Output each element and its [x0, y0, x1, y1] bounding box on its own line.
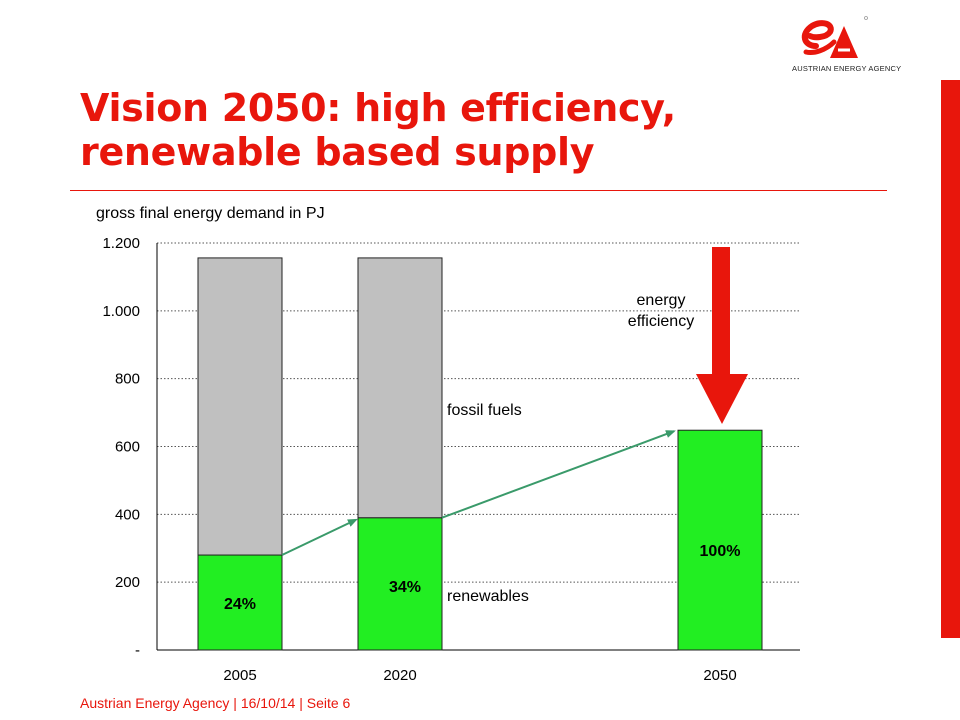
x-tick-label: 2005: [223, 667, 256, 684]
bar-renewables-2050: [677, 429, 763, 651]
title-line-1: Vision 2050: high efficiency,: [80, 86, 676, 130]
efficiency-arrow-head: [696, 374, 748, 424]
side-accent-bar: [941, 80, 960, 638]
y-tick-label: 600: [115, 439, 140, 456]
data-label: 24%: [224, 596, 256, 613]
energy-demand-chart: gross final energy demand in PJ - 200 400 60…: [96, 205, 800, 684]
y-tick-label: 800: [115, 371, 140, 388]
footer: Austrian Energy Agency | 16/10/14 | Seit…: [80, 695, 351, 711]
y-tick-label: 400: [115, 506, 140, 523]
logo: [801, 16, 868, 58]
y-tick-label: -: [135, 642, 140, 659]
data-label: 100%: [700, 543, 741, 560]
x-tick-label: 2020: [383, 667, 416, 684]
annotation-energy: energy: [637, 292, 686, 309]
bar-fossil-2005: [197, 257, 283, 556]
annotation-efficiency: efficiency: [628, 313, 694, 330]
trend-arrow-2005-2020: [281, 518, 358, 556]
bar-renewables-2020: [357, 517, 443, 651]
logo-mark: [801, 16, 868, 58]
bar-renewables-2005: [197, 554, 283, 651]
annotation-fossil-fuels: fossil fuels: [447, 402, 522, 419]
logo-text: AUSTRIAN ENERGY AGENCY: [792, 64, 902, 73]
data-label: 34%: [389, 579, 421, 596]
title-line-2: renewable based supply: [80, 130, 595, 174]
y-axis-label: gross final energy demand in PJ: [96, 205, 325, 222]
y-tick-label: 200: [115, 574, 140, 591]
y-tick-label: 1.200: [102, 235, 140, 252]
efficiency-arrow-shaft: [712, 247, 730, 375]
annotation-renewables: renewables: [447, 588, 529, 605]
trend-arrow-2020-2050: [441, 430, 676, 519]
title-divider: [70, 190, 887, 191]
slide-title: Vision 2050: high efficiency, renewable …: [80, 86, 880, 174]
y-tick-label: 1.000: [102, 303, 140, 320]
bar-fossil-2020: [357, 257, 443, 519]
x-tick-label: 2050: [703, 667, 736, 684]
